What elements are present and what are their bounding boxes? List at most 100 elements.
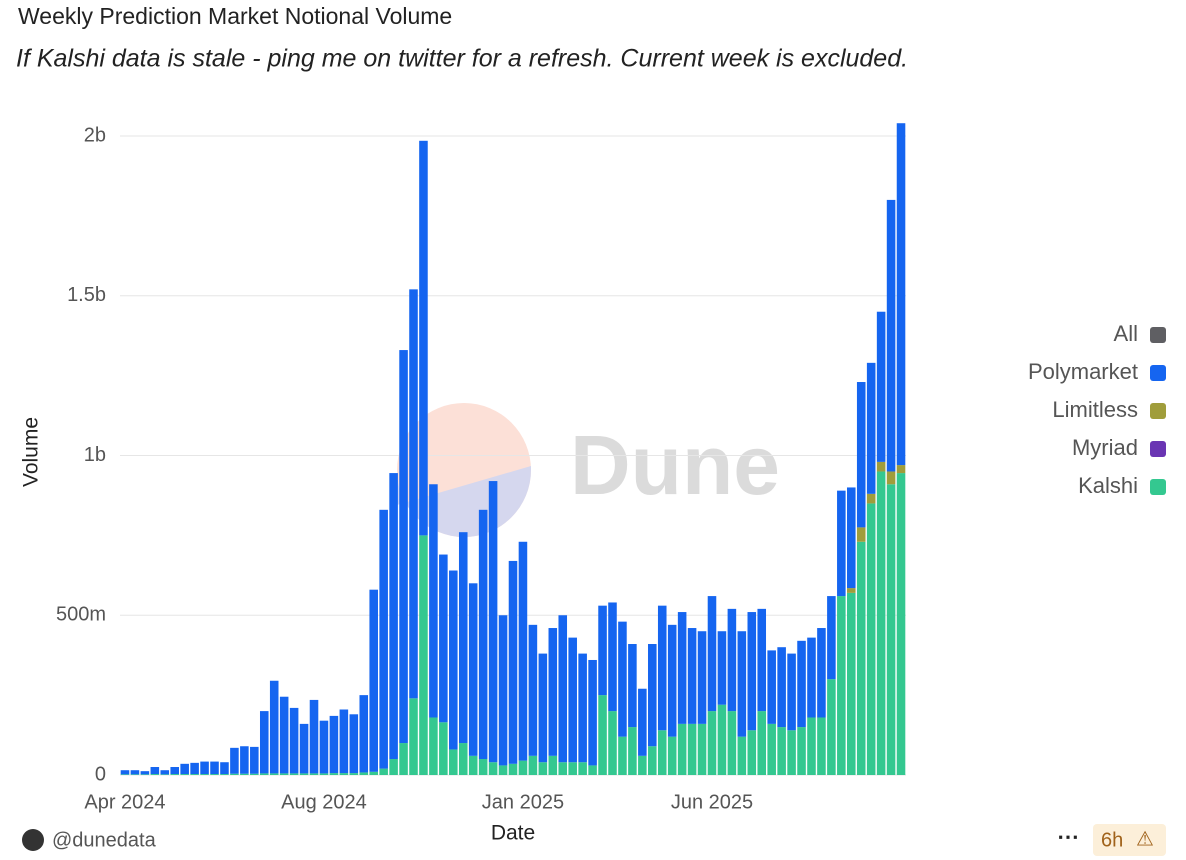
y-tick-label: 1b [84,444,106,466]
bar-segment [259,773,269,775]
bar-segment [220,762,229,775]
bar-segment [349,773,359,775]
bar-segment [757,711,767,775]
bar-segment [578,653,587,763]
bar-segment [498,615,508,766]
bar-segment [886,471,896,485]
bar-segment [628,644,637,728]
bar-segment [269,773,279,775]
bar-segment [508,560,518,764]
age: 6h [1101,829,1123,851]
bar-segment [289,707,299,774]
bar-segment [618,621,627,737]
bar-segment [200,774,209,775]
bar-segment [458,532,468,744]
bar-segment [697,723,707,775]
bar-segment [210,774,219,775]
bar-segment [648,644,657,747]
bar-segment [130,770,140,775]
bar-segment [339,709,349,774]
bar-segment [140,771,150,775]
bar-segment [478,759,488,775]
bar-segment [329,715,339,774]
bar-segment [747,612,757,731]
y-tick-label: 2b [84,124,106,146]
source-logo [22,829,44,851]
y-tick-label: 0 [95,763,106,785]
bar-segment [727,711,737,775]
bars [120,123,906,775]
bar-segment [389,759,398,775]
bar-segment [190,762,199,775]
bar-segment [866,493,876,504]
legend-swatch [1150,479,1166,495]
bar-segment [787,653,796,731]
bar-segment [409,289,418,699]
bar-segment [866,362,876,494]
source[interactable]: @dunedata [52,829,157,851]
bar-segment [160,774,170,775]
bar-segment [558,615,568,763]
bar-segment [240,746,249,774]
bar-segment [309,699,319,774]
bar-segment [847,592,856,775]
bar-segment [727,608,737,712]
bar-segment [419,140,428,536]
x-tick-label: Jun 2025 [671,791,753,813]
bar-segment [399,743,408,775]
bar-segment [289,773,299,775]
bar-segment [737,631,747,737]
bar-segment [856,527,866,542]
bar-segment [737,736,747,775]
bar-segment [886,484,896,775]
bar-segment [419,535,428,775]
bar-segment [150,774,160,775]
bar-segment [329,773,339,775]
legend-label: Kalshi [1078,473,1138,498]
legend-label: Limitless [1052,397,1138,422]
menu-button[interactable]: ⋯ [1057,824,1079,849]
bar-segment [687,723,697,775]
bar-segment [777,727,786,775]
bar-segment [319,773,329,775]
bar-segment [886,199,896,472]
bar-segment [518,541,528,761]
watermark: Dune [397,403,780,537]
legend-label: Myriad [1072,435,1138,460]
chart-title: Weekly Prediction Market Notional Volume [18,3,452,29]
warning-icon: ⚠ [1136,828,1154,850]
bar-segment [707,596,717,712]
bar-segment [707,711,717,775]
legend-swatch [1150,441,1166,457]
bar-segment [120,774,130,775]
bar-segment [807,637,816,718]
bar-segment [767,650,776,724]
x-tick-label: Aug 2024 [281,791,367,813]
bar-segment [230,773,239,775]
bar-segment [747,730,757,775]
bar-segment [797,640,806,728]
bar-segment [458,743,468,775]
bar-segment [369,589,378,772]
bar-segment [598,695,607,775]
bar-segment [797,727,806,775]
legend-label: All [1114,321,1138,346]
bar-segment [518,760,528,775]
bar-segment [488,481,498,763]
bar-segment [299,773,309,775]
bar-segment [528,624,538,756]
bar-segment [677,723,687,775]
bar-segment [309,773,319,775]
bar-segment [528,755,538,775]
bar-segment [389,473,398,760]
bar-segment [190,774,199,775]
watermark-text: Dune [570,418,780,512]
bar-segment [558,762,568,775]
bar-segment [468,583,478,756]
bar-segment [210,761,219,775]
bar-segment [866,503,876,775]
bar-segment [568,762,577,775]
y-tick-label: 1.5b [67,284,106,306]
bar-segment [578,762,587,775]
